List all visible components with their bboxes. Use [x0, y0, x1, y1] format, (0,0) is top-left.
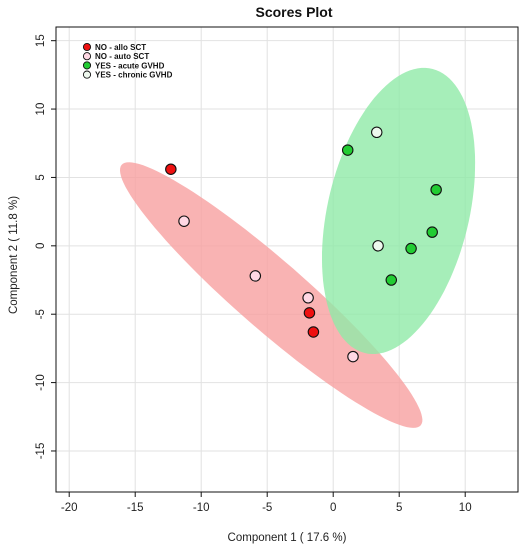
x-tick-label: 5: [396, 502, 402, 514]
y-tick-label: -10: [35, 374, 47, 391]
data-point-series-1: [347, 350, 359, 363]
chart-title: Scores Plot: [255, 4, 332, 20]
data-point-series-3: [371, 126, 383, 139]
confidence-ellipse-no: [120, 162, 423, 428]
x-tick-label: 10: [459, 502, 472, 514]
data-point-series-1: [178, 215, 190, 227]
data-point-series-2: [405, 242, 417, 255]
legend-marker: [82, 52, 92, 61]
data-point-series-1: [249, 270, 262, 282]
legend-marker: [82, 61, 92, 70]
confidence-ellipse-yes: [322, 67, 476, 355]
x-tick-label: -5: [262, 502, 272, 514]
data-point-series-2: [385, 274, 398, 286]
data-point-series-2: [426, 226, 438, 238]
y-tick-label: 15: [35, 34, 47, 47]
axis-ticks: -20 -15 -10 -5 0 5 10 -15 -10 -5 0 5 10 15: [35, 34, 472, 514]
data-point-series-0: [165, 163, 177, 175]
legend-label: NO - allo SCT: [95, 43, 146, 52]
data-point-series-1: [302, 292, 314, 304]
x-axis-title: Component 1 ( 17.6 %): [228, 532, 347, 544]
y-tick-label: 0: [35, 243, 47, 249]
confidence-ellipses: [120, 67, 476, 428]
data-point-series-0: [307, 326, 320, 338]
y-tick-label: -5: [35, 309, 47, 319]
data-point-series-0: [303, 307, 316, 319]
data-point-series-2: [430, 184, 442, 196]
legend-marker: [82, 70, 92, 79]
y-tick-label: -15: [35, 443, 47, 460]
x-tick-label: -15: [127, 502, 144, 514]
y-axis-title: Component 2 ( 11.8 %): [8, 196, 20, 314]
legend-label: YES - acute GVHD: [95, 61, 165, 70]
x-tick-label: -10: [193, 502, 210, 514]
legend-label: YES - chronic GVHD: [95, 71, 173, 80]
plot-border: [55, 26, 519, 493]
y-tick-label: 10: [35, 103, 47, 116]
data-point-series-2: [341, 144, 354, 156]
legend-label: NO - auto SCT: [95, 52, 149, 61]
legend-marker: [82, 42, 92, 52]
data-points: [165, 126, 442, 363]
x-tick-label: -20: [61, 502, 78, 514]
y-tick-label: 5: [35, 174, 47, 180]
data-point-series-3: [372, 240, 384, 252]
x-tick-label: 0: [330, 502, 336, 514]
